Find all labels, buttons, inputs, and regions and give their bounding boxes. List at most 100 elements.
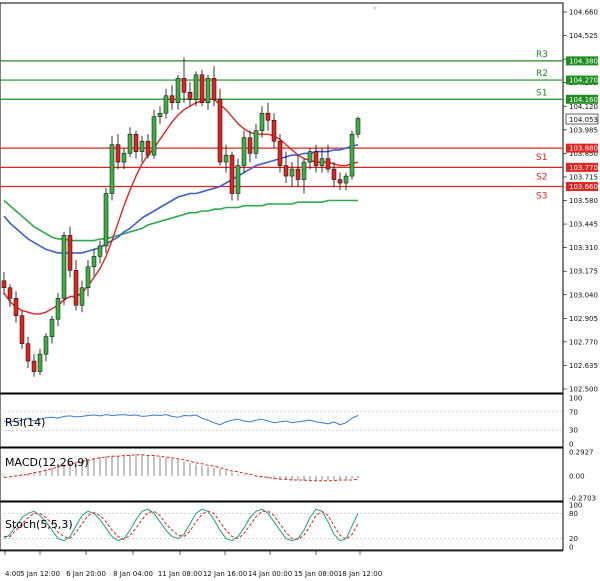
price-tick-label: 104.525 (569, 32, 598, 40)
time-tick-label: 8 Jan 04:00 (113, 570, 153, 578)
level-price-badge (566, 56, 598, 66)
candle-body (61, 235, 67, 299)
rsi-tick-label: 30 (569, 427, 578, 435)
rsi-tick-label: 100 (569, 395, 582, 403)
price-tick-label: 103.715 (569, 173, 598, 181)
level-price-badge (566, 162, 598, 172)
candle-body (277, 140, 283, 166)
candle-body (325, 158, 331, 170)
candle-body (283, 165, 289, 177)
price-tick-label: 102.905 (569, 315, 598, 323)
macd-signal-line (3, 454, 359, 482)
candle-body (307, 151, 313, 163)
level-price-badge-text: 103.770 (569, 164, 598, 172)
pivot-levels: R3 R2 S1 S1 S2 S3 (0, 50, 563, 202)
collapse-arrow-icon[interactable] (373, 7, 377, 10)
rsi-tick-label: 70 (569, 408, 578, 416)
candle-body (205, 78, 211, 104)
pivot-level-label: S1 (536, 88, 547, 98)
candle-body (73, 270, 79, 306)
candle-body (79, 287, 85, 306)
candle-body (175, 78, 181, 104)
candle-body (343, 175, 349, 184)
rsi-panel-frame (0, 393, 564, 448)
rsi-title: RSI(14) (5, 416, 45, 429)
ma-red-line (3, 98, 359, 315)
candle-body (235, 165, 241, 194)
candle-body (43, 336, 49, 355)
time-tick-label: 14 Jan 00:00 (248, 570, 292, 578)
candle-body (319, 158, 325, 166)
price-tick-label: 104.120 (569, 103, 598, 111)
level-badges: 104.380 104.270 104.160 103.880 103.770 103.6… (566, 56, 598, 192)
price-tick-label: 103.445 (569, 221, 598, 229)
stoch-k-line (3, 508, 359, 542)
candle-body (121, 153, 127, 163)
stoch-d-line (4, 510, 359, 541)
candle-body (247, 137, 253, 154)
current-price-box (565, 113, 599, 125)
time-tick-label: 15 Jan 08:00 (294, 570, 338, 578)
candle-body (151, 116, 157, 156)
candle-body (31, 360, 37, 372)
candle-body (337, 179, 343, 184)
candle-body (241, 137, 247, 166)
level-price-badge-text: 104.160 (569, 96, 598, 104)
candle-body (187, 92, 193, 100)
candle-body (133, 133, 139, 152)
time-tick-label: 18 Jan 12:00 (338, 570, 382, 578)
candle-body (289, 168, 295, 177)
macd-title: MACD(12,26,9) (5, 456, 89, 469)
stoch-tick-label: 0 (569, 544, 573, 552)
candle-body (217, 99, 223, 163)
candle-body (145, 140, 151, 156)
level-price-badge (566, 94, 598, 104)
rsi-line (3, 414, 359, 426)
candle-body (49, 318, 55, 337)
time-tick-label: 11 Jan 08:00 (158, 570, 202, 578)
candle-body (103, 193, 109, 247)
price-tick-label: 103.175 (569, 268, 598, 276)
candle-body (97, 245, 103, 257)
pivot-level-label: S3 (536, 192, 547, 202)
stoch-tick-label: 100 (569, 502, 582, 510)
level-price-badge-text: 104.380 (569, 57, 598, 65)
candle-body (127, 133, 133, 154)
candle-body (355, 118, 361, 135)
candle-body (1, 280, 7, 289)
stoch-title: Stoch(5,5,3) (5, 518, 73, 531)
candle-body (265, 112, 271, 121)
macd-tick-label: 0.00 (569, 472, 585, 480)
candle-body (37, 353, 43, 372)
candle-body (55, 297, 61, 320)
macd-axis: 0.2927 0.00 -0.2703 (569, 449, 596, 503)
level-price-badge (566, 143, 598, 153)
price-tick-label: 102.635 (569, 362, 598, 370)
price-tick-label: 102.500 (569, 386, 598, 394)
stoch-tick-label: 80 (569, 510, 578, 518)
rsi-axis: 100 70 30 0 (0, 395, 582, 449)
price-tick-label: 103.310 (569, 244, 598, 252)
time-tick-label: 4:00 (5, 570, 21, 578)
rsi-panel: 100 70 30 0 RSI(14) (0, 393, 582, 449)
candle-body (331, 168, 337, 180)
level-price-badge-text: 104.270 (569, 77, 598, 85)
candle-body (313, 151, 319, 166)
candle-body (85, 266, 91, 289)
macd-tick-label: -0.2703 (569, 495, 596, 503)
price-tick-label: 103.985 (569, 126, 598, 134)
rsi-tick-label: 0 (569, 441, 573, 449)
time-tick-label: 12 Jan 16:00 (203, 570, 247, 578)
candle-body (91, 256, 97, 268)
time-axis: 4:00 5 Jan 12:00 6 Jan 20:00 8 Jan 04:00 11 … (0, 550, 563, 578)
candle-body (115, 144, 121, 163)
macd-panel: 0.2927 0.00 -0.2703 MACD(12,26,9) (0, 447, 596, 503)
candle-body (349, 133, 355, 177)
candle-body (211, 78, 217, 100)
level-price-badge (566, 75, 598, 85)
candle-body (19, 315, 25, 344)
pivot-level-label: S2 (536, 172, 547, 182)
